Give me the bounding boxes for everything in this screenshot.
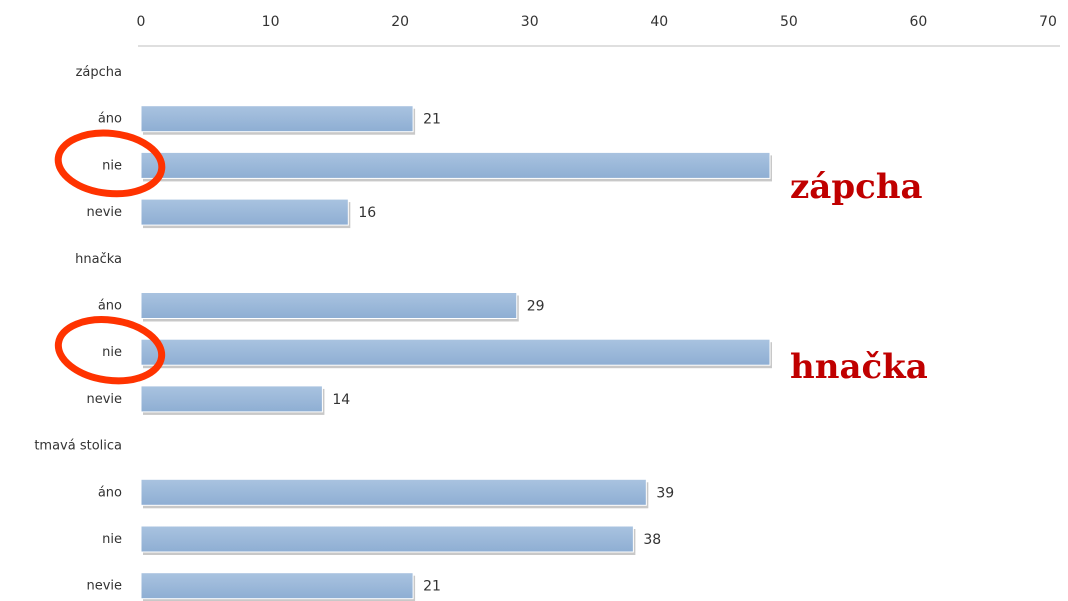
x-tick-label: 10 — [262, 14, 280, 30]
category-label: nie — [102, 345, 122, 360]
bar — [140, 572, 414, 600]
category-label: nevie — [86, 579, 122, 594]
category-labels: zápcha áno nie nevie hnačka áno nie nevie tmavá … — [34, 65, 122, 594]
category-label: hnačka — [75, 252, 122, 267]
category-label: nie — [102, 532, 122, 547]
category-label: nevie — [86, 205, 122, 220]
bar-value-label: 16 — [358, 205, 376, 221]
bar — [140, 338, 771, 366]
bar-value-label: 21 — [423, 579, 441, 595]
annotation-hnacka: hnačka — [790, 347, 928, 387]
category-label: nevie — [86, 392, 122, 407]
bar — [140, 292, 518, 319]
category-label: áno — [98, 112, 122, 127]
x-tick-label: 40 — [650, 14, 668, 30]
category-label: zápcha — [76, 65, 122, 80]
category-label: tmavá stolica — [34, 439, 122, 454]
x-tick-label: 50 — [780, 14, 798, 30]
x-tick-label: 20 — [391, 14, 409, 30]
bar — [140, 385, 323, 413]
category-label: áno — [98, 485, 122, 500]
bars — [140, 105, 772, 601]
highlight-circle — [54, 129, 166, 198]
annotation-zapcha: zápcha — [790, 167, 923, 207]
x-axis-ticks: 0 10 20 30 40 50 60 70 — [137, 14, 1057, 30]
bar-value-label: 14 — [332, 392, 350, 408]
bar — [140, 525, 634, 553]
bar — [140, 478, 647, 506]
highlight-circle — [54, 316, 166, 385]
bar — [140, 151, 771, 179]
category-label: áno — [98, 299, 122, 314]
bar-value-label: 29 — [527, 299, 545, 315]
bar — [140, 105, 414, 133]
bar-value-label: 38 — [643, 532, 661, 548]
x-tick-label: 70 — [1039, 14, 1057, 30]
bar-value-label: 39 — [656, 485, 674, 501]
x-tick-label: 60 — [910, 14, 928, 30]
category-label: nie — [102, 158, 122, 173]
bar — [140, 198, 349, 226]
x-tick-label: 0 — [137, 14, 146, 30]
value-labels: 21 16 29 14 39 38 21 — [332, 112, 674, 595]
x-tick-label: 30 — [521, 14, 539, 30]
bar-value-label: 21 — [423, 112, 441, 128]
highlight-circles — [54, 129, 166, 385]
